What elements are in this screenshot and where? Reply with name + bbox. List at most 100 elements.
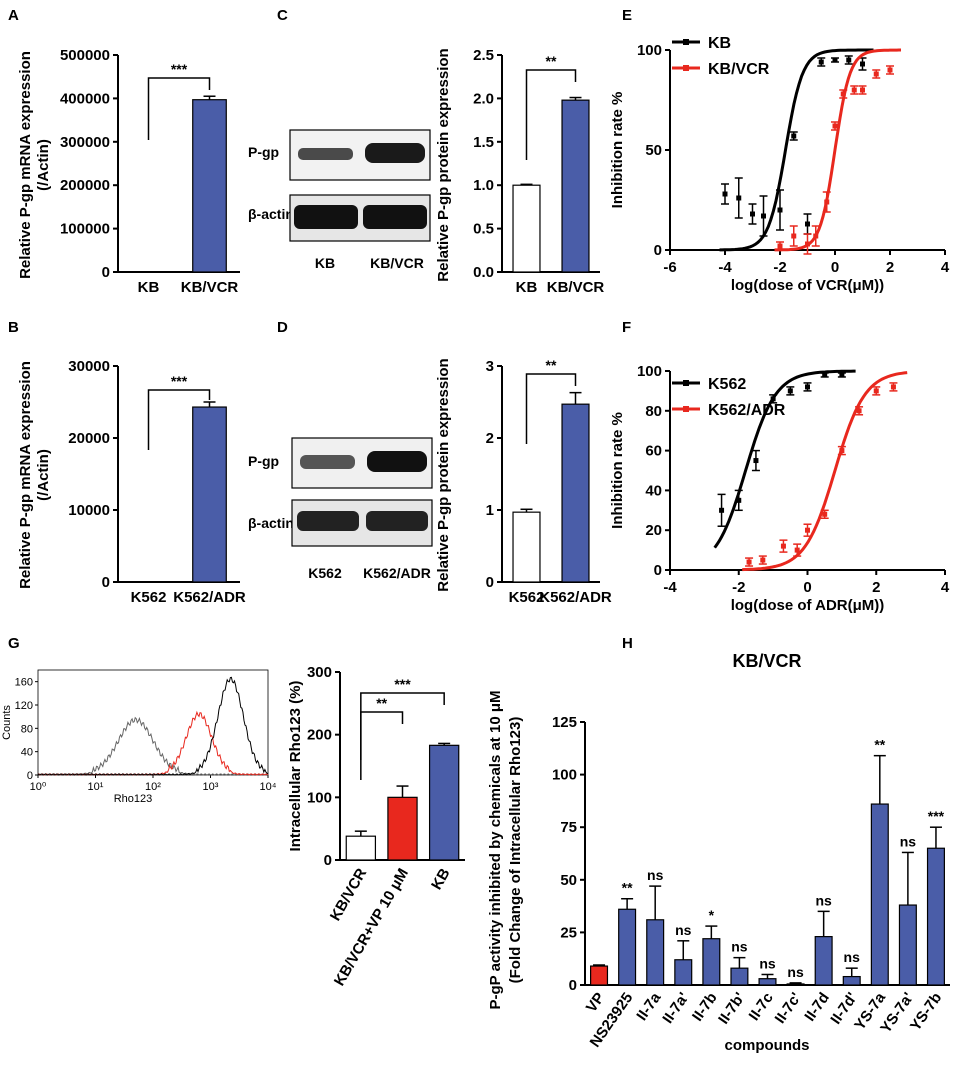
chart-G-bar-ylabel: Intracellular Rho123 (%)	[287, 681, 304, 852]
sig-label-H-4: *	[709, 907, 715, 923]
chart-C-ytick-label: 2.0	[473, 90, 494, 107]
point-F-0-1	[736, 497, 742, 503]
chart-G-hist-ylabel: Counts	[1, 705, 13, 740]
point-E-1-3	[813, 233, 819, 239]
chart-E-ytick-label: 0	[654, 242, 662, 259]
chart-F-ytick-label: 40	[645, 482, 662, 499]
chart-A-ytick-label: 100000	[60, 221, 110, 238]
chart-B: 0 10000 20000 30000 K562 K562/ADR Relative P-g…	[17, 358, 246, 606]
blot-C-pgp-band-2	[365, 143, 425, 163]
point-E-0-3	[761, 213, 766, 219]
chart-B-sig-label: ***	[171, 373, 188, 389]
xtick-label-H-7: II-7c'	[772, 990, 805, 1027]
bar-H-2	[646, 919, 665, 986]
panel-label-B: B	[8, 319, 19, 336]
chart-G-bar-sig-1	[360, 711, 404, 780]
blot-C-lane-1: KB	[315, 255, 335, 271]
chart-B-ytick-label: 30000	[68, 358, 110, 375]
legend-marker-F-0	[683, 380, 689, 386]
chart-G-hist-xtick-label: 10¹	[88, 781, 104, 793]
histogram-KB	[37, 676, 269, 776]
xtick-label-G-bar-1: KB/VCR+VP 10 μM	[331, 866, 412, 989]
chart-F-ylabel: Inhibition rate %	[609, 412, 626, 529]
chart-B-ytick-label: 10000	[68, 502, 110, 519]
xtick-label-C-1: KB/VCR	[547, 279, 605, 296]
chart-A-sig	[147, 77, 211, 140]
bar-H-9	[842, 975, 861, 986]
point-F-0-7	[839, 372, 845, 378]
chart-G-hist-xtick-label: 10³	[203, 781, 219, 793]
bar-H-12	[926, 847, 945, 986]
chart-A-ytick-label: 0	[102, 264, 110, 281]
point-E-1-10	[887, 67, 893, 73]
chart-B-ytick-label: 0	[102, 574, 110, 591]
point-E-1-8	[860, 87, 865, 93]
point-E-0-8	[832, 57, 838, 63]
fit-curve-F-0	[713, 369, 856, 549]
chart-E-ytick-label: 50	[645, 142, 662, 159]
xtick-label-G-bar-2: KB	[428, 865, 454, 892]
chart-E-xtick-label: -6	[663, 259, 676, 276]
chart-A-ytick-label: 300000	[60, 134, 110, 151]
chart-E-xtick-label: -4	[718, 259, 732, 276]
point-E-0-0	[722, 191, 728, 197]
chart-H-xlabel: compounds	[725, 1037, 810, 1054]
point-F-1-5	[822, 511, 828, 517]
chart-G-bar-ytick-label: 200	[307, 727, 332, 744]
chart-G-bar-sig-2-label: ***	[394, 676, 411, 692]
blot-C-actin-band-1	[294, 205, 358, 229]
point-E-1-2	[805, 241, 810, 247]
chart-G-hist-ytick-label: 0	[27, 770, 33, 782]
bar-H-10	[870, 803, 889, 986]
chart-G-hist-xtick-label: 10²	[145, 781, 161, 793]
sig-label-H-9: ns	[844, 949, 861, 965]
blot-C-pgp-band-1	[298, 148, 353, 160]
blot-C-row-actin: β-actin	[248, 206, 294, 222]
legend-label-F-0: K562	[708, 376, 746, 393]
legend-label-F-1: K562/ADR	[708, 402, 786, 419]
sig-label-H-11: ns	[900, 833, 917, 849]
point-F-1-7	[856, 408, 862, 414]
chart-D-ytick-label: 2	[486, 430, 494, 447]
bar-H-4	[702, 938, 721, 986]
chart-E-xtick-label: 2	[886, 259, 894, 276]
point-E-0-9	[846, 57, 852, 63]
bar-G-bar-0	[345, 835, 377, 861]
bar-H-5	[730, 967, 749, 986]
chart-G-hist-xlabel: Rho123	[114, 793, 153, 805]
chart-A-ylabel-2: (/Actin)	[35, 139, 52, 191]
chart-H-ytick-label: 0	[569, 977, 577, 994]
blot-D-lane-2: K562/ADR	[363, 565, 431, 581]
chart-F-ytick-label: 80	[645, 403, 662, 420]
xtick-label-H-3: II-7a'	[659, 990, 692, 1027]
chart-A-ylabel-1: Relative P-gp mRNA expression	[17, 51, 34, 279]
bar-A-1	[192, 99, 227, 273]
point-E-1-1	[791, 233, 797, 239]
chart-C-ytick-label: 0.0	[473, 264, 494, 281]
point-F-1-0	[746, 559, 752, 565]
chart-C-sig-label: **	[546, 53, 557, 69]
xtick-label-D-1: K562/ADR	[539, 589, 612, 606]
chart-A-sig-label: ***	[171, 61, 188, 77]
bar-H-6	[758, 978, 777, 986]
chart-H: 0255075100125VPNS23925II-7aII-7a'II-7bII…	[487, 651, 950, 1054]
point-E-0-10	[860, 61, 865, 67]
blot-D-actin-band-2	[366, 511, 428, 531]
point-F-1-6	[839, 448, 845, 454]
point-F-0-0	[719, 507, 725, 513]
legend-label-E-0: KB	[708, 35, 731, 52]
chart-H-ylabel-1: P-gP activity inhibited by chemicals at …	[487, 691, 504, 1010]
chart-G-bar-ytick-label: 300	[307, 664, 332, 681]
chart-H-ytick-label: 25	[560, 924, 577, 941]
point-F-1-3	[794, 547, 800, 553]
chart-C-ylabel: Relative P-gp protein expression	[435, 48, 452, 281]
bar-H-8	[814, 936, 833, 986]
panel-label-G: G	[8, 635, 20, 652]
point-F-0-5	[805, 384, 810, 390]
point-E-0-4	[777, 207, 783, 213]
fit-curve-F-1	[742, 371, 908, 572]
chart-F-ytick-label: 60	[645, 443, 662, 460]
